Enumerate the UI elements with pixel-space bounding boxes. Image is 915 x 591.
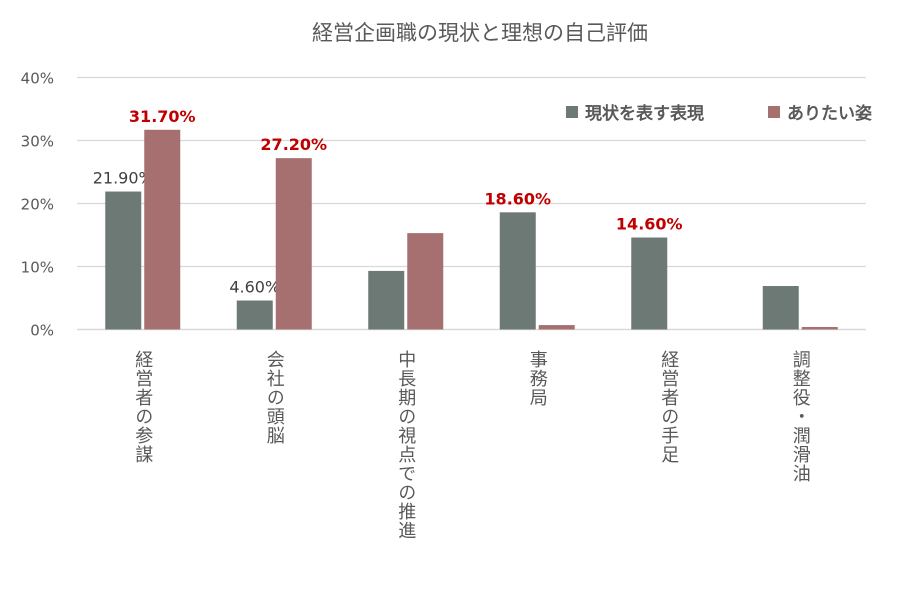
bar xyxy=(368,270,405,330)
bar xyxy=(275,158,312,330)
bar xyxy=(407,233,444,330)
legend-label: 現状を表す表現 xyxy=(585,103,704,124)
x-category-label: 調整役・潤滑油 xyxy=(790,350,811,483)
data-label: 21.90% xyxy=(93,169,154,188)
bar xyxy=(538,325,575,330)
y-tick-label: 40% xyxy=(21,70,54,88)
legend-label: ありたい姿 xyxy=(787,103,872,124)
x-category-label: 事務局 xyxy=(527,350,548,407)
data-label: 18.60% xyxy=(484,189,551,208)
bar xyxy=(762,286,799,330)
data-label: 27.20% xyxy=(260,135,327,154)
x-category-label: 中長期の視点での推進 xyxy=(395,350,416,540)
bar xyxy=(105,191,142,330)
x-category-label: 経営者の参謀 xyxy=(132,350,153,464)
data-label: 31.70% xyxy=(129,107,196,126)
y-tick-label: 30% xyxy=(21,133,54,151)
bar xyxy=(499,212,536,330)
bar xyxy=(631,237,668,330)
y-tick-label: 10% xyxy=(21,259,54,277)
bar xyxy=(236,300,273,330)
x-category-label: 会社の頭脳 xyxy=(264,350,285,445)
legend-swatch xyxy=(566,106,578,118)
chart-title: 経営企画職の現状と理想の自己評価 xyxy=(312,21,648,45)
bar xyxy=(801,326,838,330)
legend-swatch xyxy=(768,106,780,118)
y-tick-label: 0% xyxy=(30,322,54,340)
bar xyxy=(144,129,181,330)
x-category-label: 経営者の手足 xyxy=(658,350,679,464)
data-label: 4.60% xyxy=(229,278,280,297)
data-label: 14.60% xyxy=(616,215,683,234)
y-tick-label: 20% xyxy=(21,196,54,214)
